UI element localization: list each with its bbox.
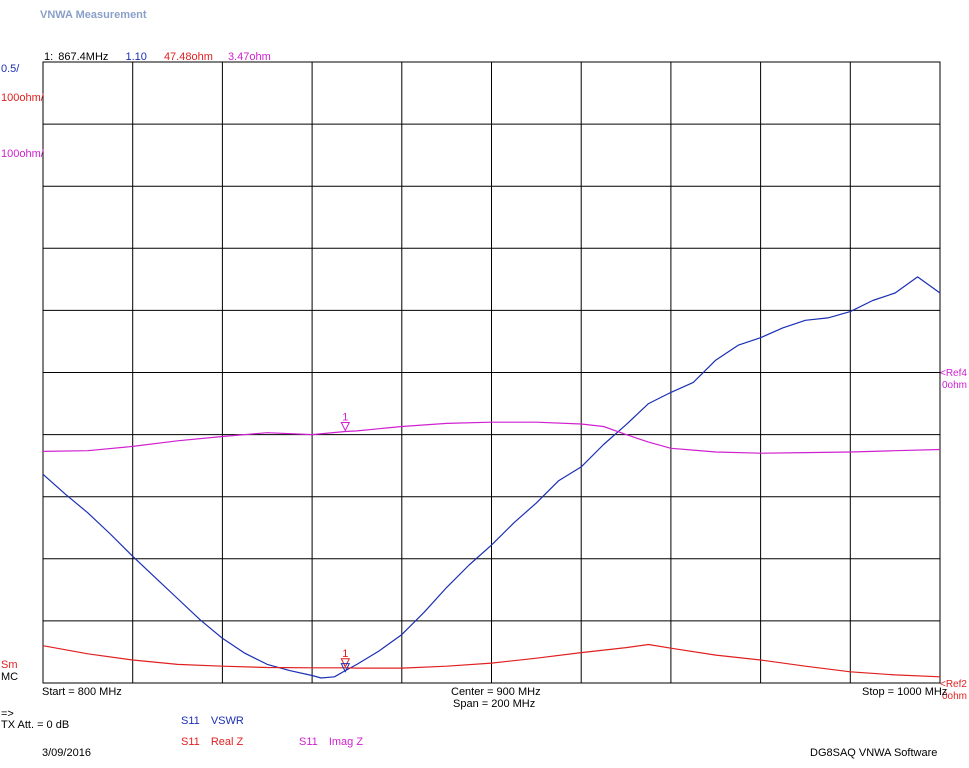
marker-readout: 1: 867.4MHz 1.10 47.48ohm 3.47ohm [44, 51, 271, 64]
ref-imag-label: <Ref4 [940, 368, 967, 379]
app-title: VNWA Measurement [40, 9, 147, 21]
tx-attenuation: TX Att. = 0 dB [1, 719, 70, 731]
software-label: DG8SAQ VNWA Software [810, 747, 938, 759]
x-stop-label: Stop = 1000 MHz [862, 686, 948, 698]
sm-label: Sm [1, 659, 18, 671]
ref-real-label: <Ref2 [940, 679, 967, 690]
legend-imag-z-name: Imag Z [328, 736, 364, 748]
marker-vswr: 1.10 [125, 51, 147, 63]
legend-imag-z-param: S11 [299, 736, 318, 748]
legend-vswr-param: S11 [181, 715, 200, 727]
ref-real-value: 0ohm [942, 691, 968, 702]
legend-real-z-name: Real Z [210, 736, 244, 748]
x-span-label: Span = 200 MHz [453, 698, 536, 710]
x-start-label: Start = 800 MHz [42, 686, 122, 698]
real-z-marker-label: 1 [342, 648, 348, 660]
tx-arrow: => [1, 708, 14, 720]
real-z-marker [340, 658, 351, 668]
imag-z-marker [340, 421, 351, 432]
x-center-label: Center = 900 MHz [451, 686, 541, 698]
legend-real-z[interactable]: S11 Real Z [181, 736, 243, 749]
ref-imag-value: 0ohm [942, 380, 968, 391]
vswr-trace [42, 276, 941, 679]
marker-real-z: 47.48ohm [163, 51, 213, 63]
legend-real-z-param: S11 [181, 736, 200, 748]
scale-label-vswr: 0.5/ [1, 63, 20, 75]
marker-frequency: 867.4MHz [58, 51, 109, 63]
legend-vswr[interactable]: S11 VSWR [181, 715, 244, 728]
imag-z-marker-label: 1 [342, 411, 348, 423]
mc-label: MC [1, 671, 19, 683]
legend-imag-z[interactable]: S11 Imag Z [299, 736, 363, 749]
imag-z-trace [42, 421, 941, 454]
legend-vswr-name: VSWR [210, 715, 244, 727]
date-label: 3/09/2016 [42, 747, 91, 759]
chart-grid [42, 61, 941, 684]
scale-label-imag-z: 100ohm/ [1, 148, 44, 160]
real-z-trace [42, 643, 941, 678]
chart-traces [42, 276, 941, 679]
scale-label-real-z: 100ohm/ [1, 92, 44, 104]
chart-markers: 11 [340, 411, 351, 673]
vswr-marker [340, 663, 351, 673]
marker-index: 1: [44, 51, 54, 63]
marker-imag-z: 3.47ohm [227, 51, 271, 63]
